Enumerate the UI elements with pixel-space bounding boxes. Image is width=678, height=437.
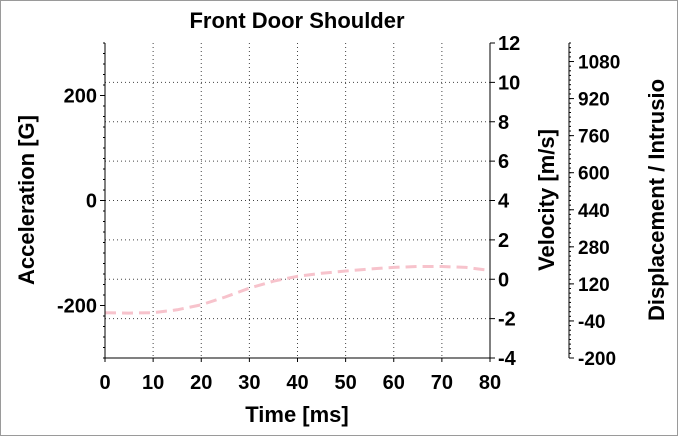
series-layer (104, 265, 491, 315)
chart-title: Front Door Shoulder (189, 8, 405, 33)
y-left-tick-label: 0 (86, 191, 97, 213)
y-axis-label-right: Velocity [m/s] (534, 129, 559, 271)
y-left-tick-label: 200 (64, 86, 97, 108)
series-line (104, 265, 491, 315)
y-right-tick-label: 6 (498, 151, 509, 173)
y-right-tick-label: 0 (498, 269, 509, 291)
y-right2-tick-label: 760 (578, 127, 610, 148)
y-right-tick-label: 4 (498, 191, 510, 213)
y-right2-tick-label: 600 (578, 164, 610, 185)
x-tick-label: 10 (142, 372, 164, 394)
y-right2-tick-label: -40 (578, 312, 605, 333)
y-right2-tick-label: 920 (578, 90, 610, 111)
x-tick-label: 30 (238, 372, 260, 394)
y-right2-tick-label: 120 (578, 275, 610, 296)
grid (105, 43, 490, 358)
x-tick-label: 40 (286, 372, 308, 394)
x-tick-label: 60 (383, 372, 405, 394)
y-right2-tick-label: 440 (578, 201, 610, 222)
y-axis-label-left: Acceleration [G] (14, 115, 39, 285)
y-right2-tick-label: -200 (578, 349, 616, 370)
y-right-tick-label: 8 (498, 112, 509, 134)
axes: 0 10 20 30 40 50 60 70 80121086420-2-42000-20010… (57, 33, 620, 394)
y-right-tick-label: -2 (498, 309, 516, 331)
y-right-tick-label: 10 (498, 72, 520, 94)
x-tick-label: 50 (335, 372, 357, 394)
y-right-tick-label: -4 (498, 348, 517, 370)
y-axis-label-right2: Displacement / Intrusio (644, 79, 669, 321)
y-right-tick-label: 12 (498, 33, 520, 55)
x-tick-label: 0 (99, 372, 110, 394)
x-axis-label: Time [ms] (245, 402, 349, 427)
y-right2-tick-label: 1080 (578, 53, 620, 74)
y-right-tick-label: 2 (498, 230, 509, 252)
x-tick-label: 70 (431, 372, 453, 394)
y-left-tick-label: -200 (57, 296, 97, 318)
x-tick-label: 20 (190, 372, 212, 394)
x-tick-label: 80 (479, 372, 501, 394)
y-right2-tick-label: 280 (578, 238, 610, 259)
